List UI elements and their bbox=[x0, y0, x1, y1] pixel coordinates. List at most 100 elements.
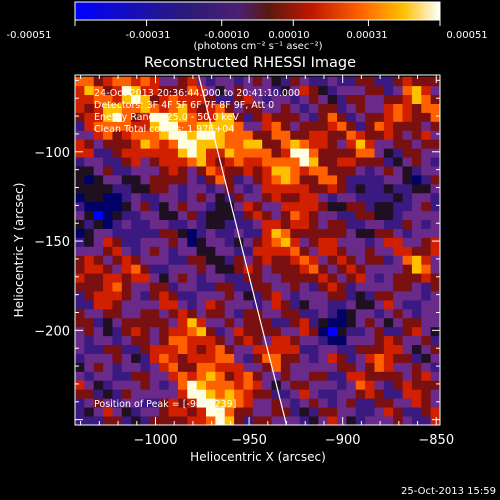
heatmap-cell bbox=[262, 103, 272, 113]
heatmap-cell bbox=[337, 291, 347, 301]
heatmap-cell bbox=[337, 344, 347, 354]
heatmap-cell bbox=[262, 85, 272, 96]
heatmap-cell bbox=[103, 398, 113, 408]
heatmap-cell bbox=[308, 326, 319, 337]
heatmap-cell bbox=[149, 85, 160, 96]
heatmap-cell bbox=[140, 282, 151, 292]
heatmap-cell bbox=[430, 130, 440, 140]
heatmap-cell bbox=[402, 103, 413, 113]
heatmap-cell bbox=[421, 389, 432, 399]
heatmap-cell bbox=[421, 255, 432, 265]
heatmap-cell bbox=[271, 362, 282, 372]
heatmap-cell bbox=[365, 85, 375, 96]
heatmap-cell bbox=[121, 255, 132, 265]
heatmap-cell bbox=[103, 291, 113, 301]
heatmap-cell bbox=[93, 112, 104, 122]
heatmap-cell bbox=[112, 157, 123, 167]
y-tick-labels: −100 −150 −200 bbox=[34, 146, 70, 340]
heatmap-cell bbox=[383, 291, 394, 301]
heatmap-cell bbox=[327, 264, 338, 274]
heatmap-cell bbox=[411, 112, 422, 122]
heatmap-cell bbox=[196, 121, 207, 131]
heatmap-cell bbox=[140, 308, 151, 319]
heatmap-cell bbox=[159, 255, 169, 265]
heatmap-cell bbox=[355, 291, 366, 301]
heatmap-cell bbox=[318, 291, 329, 301]
heatmap-cell bbox=[140, 398, 151, 408]
heatmap-cell bbox=[159, 76, 169, 87]
heatmap-cell bbox=[299, 228, 310, 238]
heatmap-cell bbox=[280, 335, 291, 346]
heatmap-cell bbox=[327, 407, 338, 417]
heatmap-cell bbox=[411, 166, 422, 176]
heatmap-cell bbox=[327, 300, 338, 310]
heatmap-cell bbox=[243, 380, 254, 390]
heatmap-cell bbox=[159, 112, 169, 122]
heatmap-cell bbox=[430, 103, 440, 113]
heatmap-cell bbox=[308, 219, 319, 229]
heatmap-cell bbox=[393, 175, 403, 185]
heatmap-cell bbox=[327, 255, 338, 265]
heatmap-cell bbox=[84, 291, 95, 301]
image-annotations: 24-Oct-2013 20:36:44.000 to 20:41:10.000… bbox=[94, 88, 300, 410]
heatmap-cell bbox=[215, 273, 226, 283]
heatmap-cell bbox=[196, 335, 207, 346]
heatmap-cell bbox=[280, 398, 291, 408]
colorbar-gradient bbox=[74, 1, 441, 21]
heatmap-cell bbox=[215, 264, 226, 274]
heatmap-cell bbox=[374, 166, 385, 176]
heatmap-cell bbox=[299, 371, 310, 381]
heatmap-cell bbox=[75, 130, 85, 140]
heatmap-cell bbox=[215, 192, 226, 203]
heatmap-cell bbox=[271, 407, 282, 417]
heatmap-cell bbox=[177, 335, 188, 346]
heatmap-cell bbox=[327, 121, 338, 131]
heatmap-cell bbox=[337, 407, 347, 417]
heatmap-cell bbox=[421, 157, 432, 167]
heatmap-cell bbox=[196, 389, 207, 399]
heatmap-cell bbox=[402, 121, 413, 131]
heatmap-cell bbox=[383, 362, 394, 372]
heatmap-cell bbox=[243, 407, 254, 417]
heatmap-cell bbox=[149, 300, 160, 310]
heatmap-cell bbox=[280, 308, 291, 319]
heatmap-cell bbox=[346, 175, 357, 185]
heatmap-cell bbox=[374, 362, 385, 372]
heatmap-cell bbox=[430, 228, 440, 238]
heatmap-cell bbox=[337, 353, 347, 363]
heatmap-cell bbox=[159, 353, 169, 363]
heatmap-cell bbox=[75, 398, 85, 408]
heatmap-cell bbox=[411, 273, 422, 283]
heatmap-cell bbox=[131, 166, 141, 176]
heatmap-cell bbox=[346, 344, 357, 354]
heatmap-cell bbox=[346, 291, 357, 301]
heatmap-cell bbox=[393, 353, 403, 363]
heatmap-cell bbox=[177, 362, 188, 372]
heatmap-cell bbox=[121, 326, 132, 337]
heatmap-cell bbox=[159, 308, 169, 319]
heatmap-cell bbox=[271, 317, 282, 328]
heatmap-cell bbox=[383, 94, 394, 104]
heatmap-cell bbox=[337, 192, 347, 203]
heatmap-cell bbox=[271, 246, 282, 256]
heatmap-cell bbox=[411, 291, 422, 301]
heatmap-cell bbox=[177, 192, 188, 203]
heatmap-cell bbox=[140, 112, 151, 122]
heatmap-cell bbox=[271, 192, 282, 203]
heatmap-cell bbox=[290, 237, 301, 247]
heatmap-cell bbox=[393, 112, 403, 122]
heatmap-cell bbox=[365, 326, 375, 337]
heatmap-cell bbox=[131, 85, 141, 96]
heatmap-cell bbox=[318, 121, 329, 131]
heatmap-cell bbox=[430, 362, 440, 372]
heatmap-cell bbox=[430, 166, 440, 176]
heatmap-cell bbox=[430, 407, 440, 417]
heatmap-cell bbox=[290, 148, 301, 158]
heatmap-cell bbox=[187, 210, 198, 221]
y-tick-label: −150 bbox=[34, 235, 70, 250]
heatmap-cell bbox=[355, 112, 366, 122]
heatmap-cell bbox=[346, 237, 357, 247]
heatmap-cell bbox=[168, 183, 179, 194]
heatmap-cell bbox=[243, 94, 254, 104]
heatmap-cell bbox=[327, 416, 338, 425]
